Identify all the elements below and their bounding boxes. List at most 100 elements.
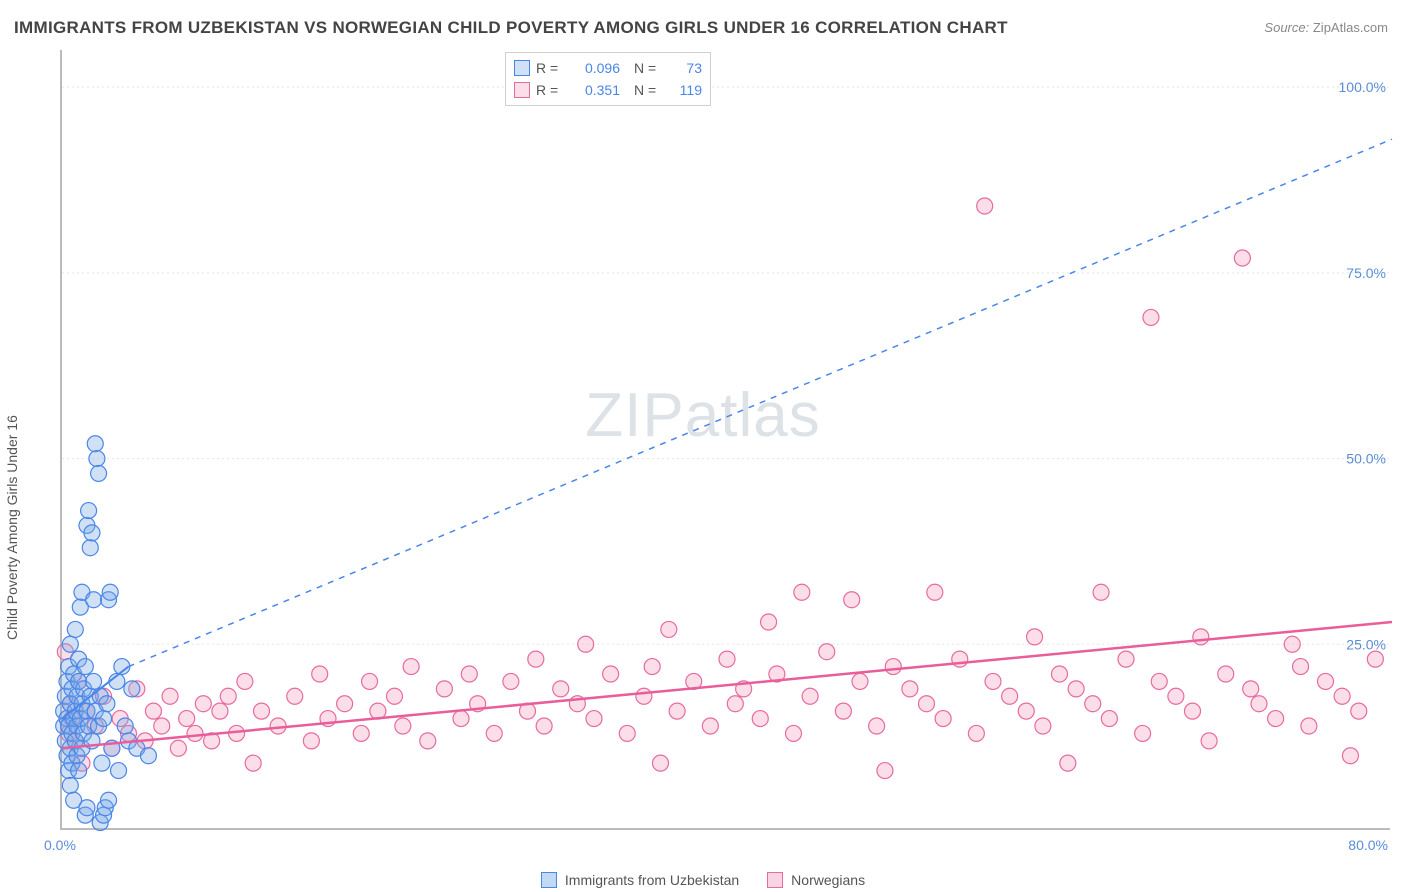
data-point: [985, 673, 1001, 689]
data-point: [1185, 703, 1201, 719]
data-point: [145, 703, 161, 719]
data-point: [669, 703, 685, 719]
data-point: [578, 636, 594, 652]
n-value-blue: 73: [668, 60, 702, 76]
data-point: [86, 592, 102, 608]
data-point: [94, 755, 110, 771]
data-point: [661, 621, 677, 637]
data-point: [935, 711, 951, 727]
data-point: [835, 703, 851, 719]
data-point: [81, 503, 97, 519]
data-point: [89, 451, 105, 467]
data-point: [71, 763, 87, 779]
data-point: [84, 525, 100, 541]
plot-svg: 25.0%50.0%75.0%100.0%80.0%0.0%: [62, 50, 1392, 830]
legend-swatch-blue: [541, 872, 557, 888]
data-point: [644, 659, 660, 675]
data-point: [117, 718, 133, 734]
data-point: [111, 763, 127, 779]
data-point: [553, 681, 569, 697]
data-point: [528, 651, 544, 667]
data-point: [1334, 688, 1350, 704]
data-point: [1218, 666, 1234, 682]
data-point: [82, 540, 98, 556]
trend-line-pink: [62, 622, 1392, 748]
data-point: [461, 666, 477, 682]
data-point: [1060, 755, 1076, 771]
data-point: [1027, 629, 1043, 645]
data-point: [420, 733, 436, 749]
data-point: [195, 696, 211, 712]
data-point: [1018, 703, 1034, 719]
legend-label-blue: Immigrants from Uzbekistan: [565, 872, 739, 888]
data-point: [761, 614, 777, 630]
n-label: N =: [634, 82, 662, 98]
data-point: [187, 725, 203, 741]
data-point: [1143, 309, 1159, 325]
data-point: [162, 688, 178, 704]
data-point: [486, 725, 502, 741]
data-point: [303, 733, 319, 749]
data-point: [91, 465, 107, 481]
source-value: ZipAtlas.com: [1313, 20, 1388, 35]
n-label: N =: [634, 60, 662, 76]
data-point: [1002, 688, 1018, 704]
data-point: [387, 688, 403, 704]
r-value-pink: 0.351: [570, 82, 620, 98]
data-point: [1035, 718, 1051, 734]
data-point: [1118, 651, 1134, 667]
data-point: [101, 792, 117, 808]
data-point: [245, 755, 261, 771]
data-point: [1135, 725, 1151, 741]
data-point: [79, 800, 95, 816]
data-point: [1301, 718, 1317, 734]
data-point: [212, 703, 228, 719]
data-point: [237, 673, 253, 689]
data-point: [362, 673, 378, 689]
stats-row-pink: R = 0.351 N = 119: [514, 79, 702, 101]
source-label: Source:: [1264, 20, 1309, 35]
data-point: [337, 696, 353, 712]
data-point: [140, 748, 156, 764]
data-point: [1168, 688, 1184, 704]
data-point: [877, 763, 893, 779]
data-point: [1268, 711, 1284, 727]
data-point: [87, 436, 103, 452]
data-point: [67, 621, 83, 637]
data-point: [536, 718, 552, 734]
data-point: [1052, 666, 1068, 682]
data-point: [312, 666, 328, 682]
data-point: [403, 659, 419, 675]
trend-line-blue-dashed: [129, 139, 1393, 666]
y-tick-label: 25.0%: [1346, 636, 1386, 652]
data-point: [819, 644, 835, 660]
n-value-pink: 119: [668, 82, 702, 98]
data-point: [885, 659, 901, 675]
data-point: [1243, 681, 1259, 697]
data-point: [727, 696, 743, 712]
y-tick-label: 50.0%: [1346, 451, 1386, 467]
x-tick-label: 80.0%: [1348, 837, 1388, 853]
data-point: [77, 659, 93, 675]
data-point: [287, 688, 303, 704]
data-point: [254, 703, 270, 719]
data-point: [453, 711, 469, 727]
r-label: R =: [536, 60, 564, 76]
data-point: [1351, 703, 1367, 719]
source-credit: Source: ZipAtlas.com: [1264, 20, 1388, 35]
data-point: [977, 198, 993, 214]
data-point: [786, 725, 802, 741]
data-point: [86, 673, 102, 689]
data-point: [844, 592, 860, 608]
data-point: [179, 711, 195, 727]
data-point: [919, 696, 935, 712]
stats-row-blue: R = 0.096 N = 73: [514, 57, 702, 79]
legend-item-pink: Norwegians: [767, 872, 865, 888]
data-point: [1085, 696, 1101, 712]
data-point: [395, 718, 411, 734]
data-point: [1367, 651, 1383, 667]
y-tick-label: 100.0%: [1339, 79, 1386, 95]
data-point: [1151, 673, 1167, 689]
data-point: [619, 725, 635, 741]
data-point: [1093, 584, 1109, 600]
